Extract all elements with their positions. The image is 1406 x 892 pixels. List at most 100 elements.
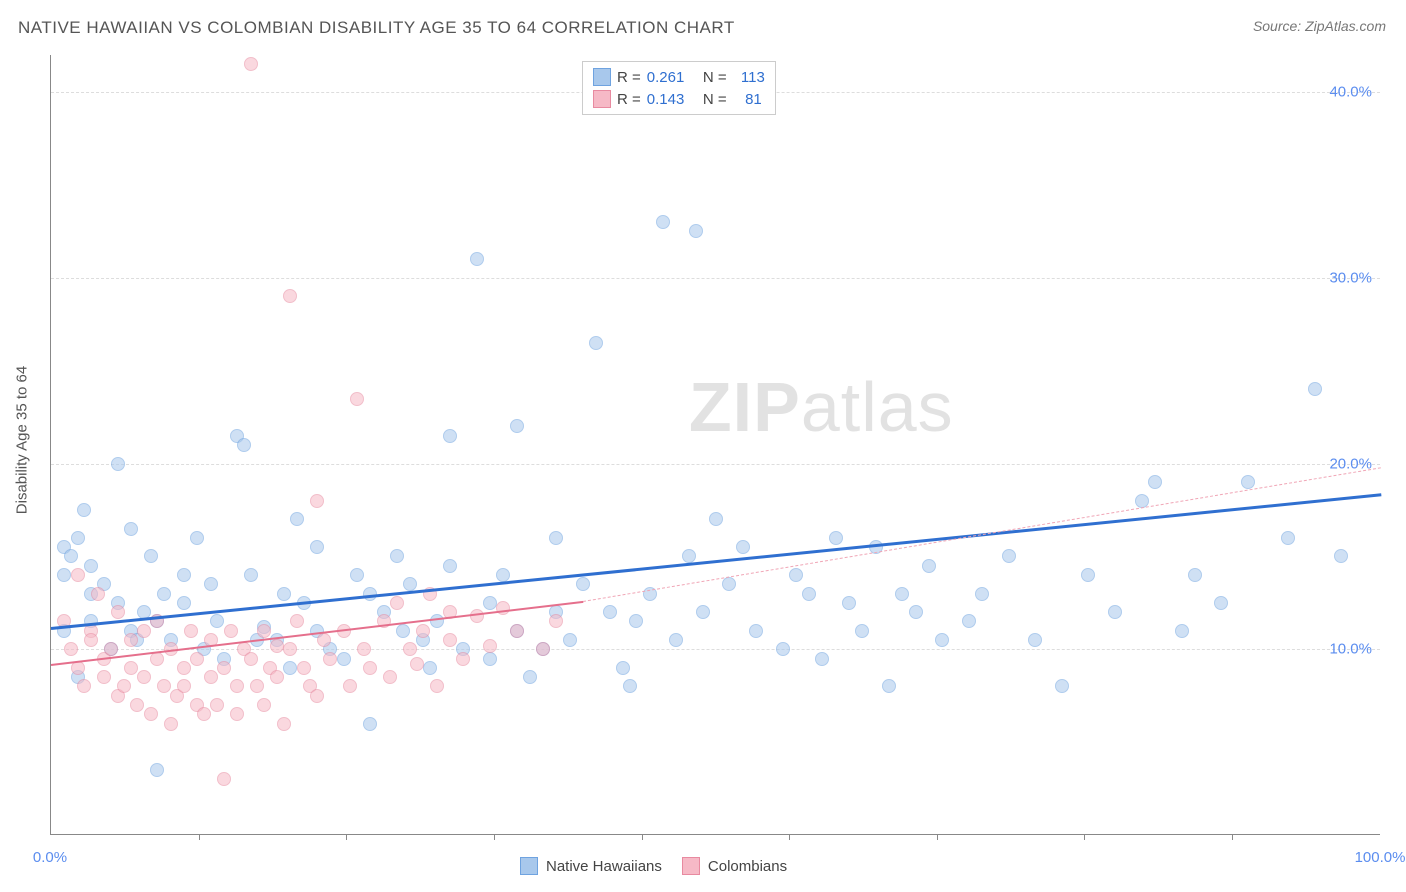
scatter-point: [71, 568, 85, 582]
scatter-point: [350, 568, 364, 582]
scatter-point: [177, 661, 191, 675]
scatter-point: [403, 642, 417, 656]
source-label: Source: ZipAtlas.com: [1253, 18, 1386, 34]
scatter-point: [310, 494, 324, 508]
scatter-point: [91, 587, 105, 601]
legend-top: R = 0.261 N = 113R = 0.143 N = 81: [582, 61, 776, 115]
scatter-point: [130, 698, 144, 712]
scatter-point: [277, 717, 291, 731]
scatter-point: [1188, 568, 1202, 582]
scatter-point: [317, 633, 331, 647]
scatter-point: [483, 596, 497, 610]
scatter-point: [144, 549, 158, 563]
scatter-point: [1002, 549, 1016, 563]
legend-n-value: 81: [745, 91, 762, 108]
scatter-point: [549, 614, 563, 628]
scatter-point: [357, 642, 371, 656]
scatter-point: [776, 642, 790, 656]
scatter-point: [210, 698, 224, 712]
legend-text: R =: [617, 69, 641, 86]
scatter-point: [1241, 475, 1255, 489]
scatter-point: [802, 587, 816, 601]
scatter-point: [1214, 596, 1228, 610]
scatter-point: [97, 670, 111, 684]
x-tick: [1232, 834, 1233, 840]
legend-row: R = 0.143 N = 81: [593, 88, 765, 110]
scatter-point: [270, 670, 284, 684]
scatter-point: [709, 512, 723, 526]
scatter-point: [64, 642, 78, 656]
scatter-point: [190, 531, 204, 545]
scatter-point: [111, 605, 125, 619]
x-tick: [199, 834, 200, 840]
scatter-point: [549, 531, 563, 545]
scatter-point: [1108, 605, 1122, 619]
legend-item: Colombians: [682, 857, 787, 875]
scatter-point: [669, 633, 683, 647]
plot-area: ZIPatlas 10.0%20.0%30.0%40.0%: [50, 55, 1380, 835]
scatter-point: [922, 559, 936, 573]
scatter-point: [177, 679, 191, 693]
scatter-point: [470, 252, 484, 266]
scatter-point: [510, 624, 524, 638]
scatter-point: [1281, 531, 1295, 545]
scatter-point: [57, 568, 71, 582]
scatter-point: [882, 679, 896, 693]
legend-item: Native Hawaiians: [520, 857, 662, 875]
x-tick: [642, 834, 643, 840]
scatter-point: [430, 679, 444, 693]
scatter-point: [363, 717, 377, 731]
legend-text: N =: [690, 91, 739, 108]
scatter-point: [150, 763, 164, 777]
scatter-point: [184, 624, 198, 638]
scatter-point: [403, 577, 417, 591]
scatter-point: [71, 531, 85, 545]
scatter-point: [117, 679, 131, 693]
scatter-point: [629, 614, 643, 628]
scatter-point: [217, 772, 231, 786]
scatter-point: [244, 568, 258, 582]
scatter-point: [396, 624, 410, 638]
scatter-point: [815, 652, 829, 666]
x-tick-label: 0.0%: [33, 849, 67, 866]
gridline: [51, 464, 1380, 465]
scatter-point: [895, 587, 909, 601]
scatter-point: [722, 577, 736, 591]
scatter-point: [1334, 549, 1348, 563]
scatter-point: [789, 568, 803, 582]
scatter-point: [204, 577, 218, 591]
scatter-point: [855, 624, 869, 638]
scatter-point: [210, 614, 224, 628]
scatter-point: [283, 642, 297, 656]
scatter-point: [323, 652, 337, 666]
scatter-point: [111, 457, 125, 471]
scatter-point: [124, 522, 138, 536]
scatter-point: [230, 707, 244, 721]
scatter-point: [217, 661, 231, 675]
legend-text: R =: [617, 91, 641, 108]
legend-swatch: [593, 90, 611, 108]
scatter-point: [416, 624, 430, 638]
scatter-point: [337, 652, 351, 666]
scatter-point: [350, 392, 364, 406]
scatter-point: [137, 624, 151, 638]
scatter-point: [656, 215, 670, 229]
y-axis-label: Disability Age 35 to 64: [14, 366, 31, 514]
scatter-point: [310, 689, 324, 703]
scatter-point: [84, 559, 98, 573]
scatter-point: [230, 679, 244, 693]
trend-line: [583, 467, 1381, 602]
scatter-point: [237, 438, 251, 452]
legend-text: N =: [690, 69, 735, 86]
scatter-point: [157, 587, 171, 601]
scatter-point: [390, 549, 404, 563]
scatter-point: [290, 512, 304, 526]
scatter-point: [390, 596, 404, 610]
x-tick: [346, 834, 347, 840]
scatter-point: [496, 601, 510, 615]
scatter-point: [283, 661, 297, 675]
legend-row: R = 0.261 N = 113: [593, 66, 765, 88]
watermark-bold: ZIP: [689, 368, 801, 446]
gridline: [51, 278, 1380, 279]
scatter-point: [1028, 633, 1042, 647]
